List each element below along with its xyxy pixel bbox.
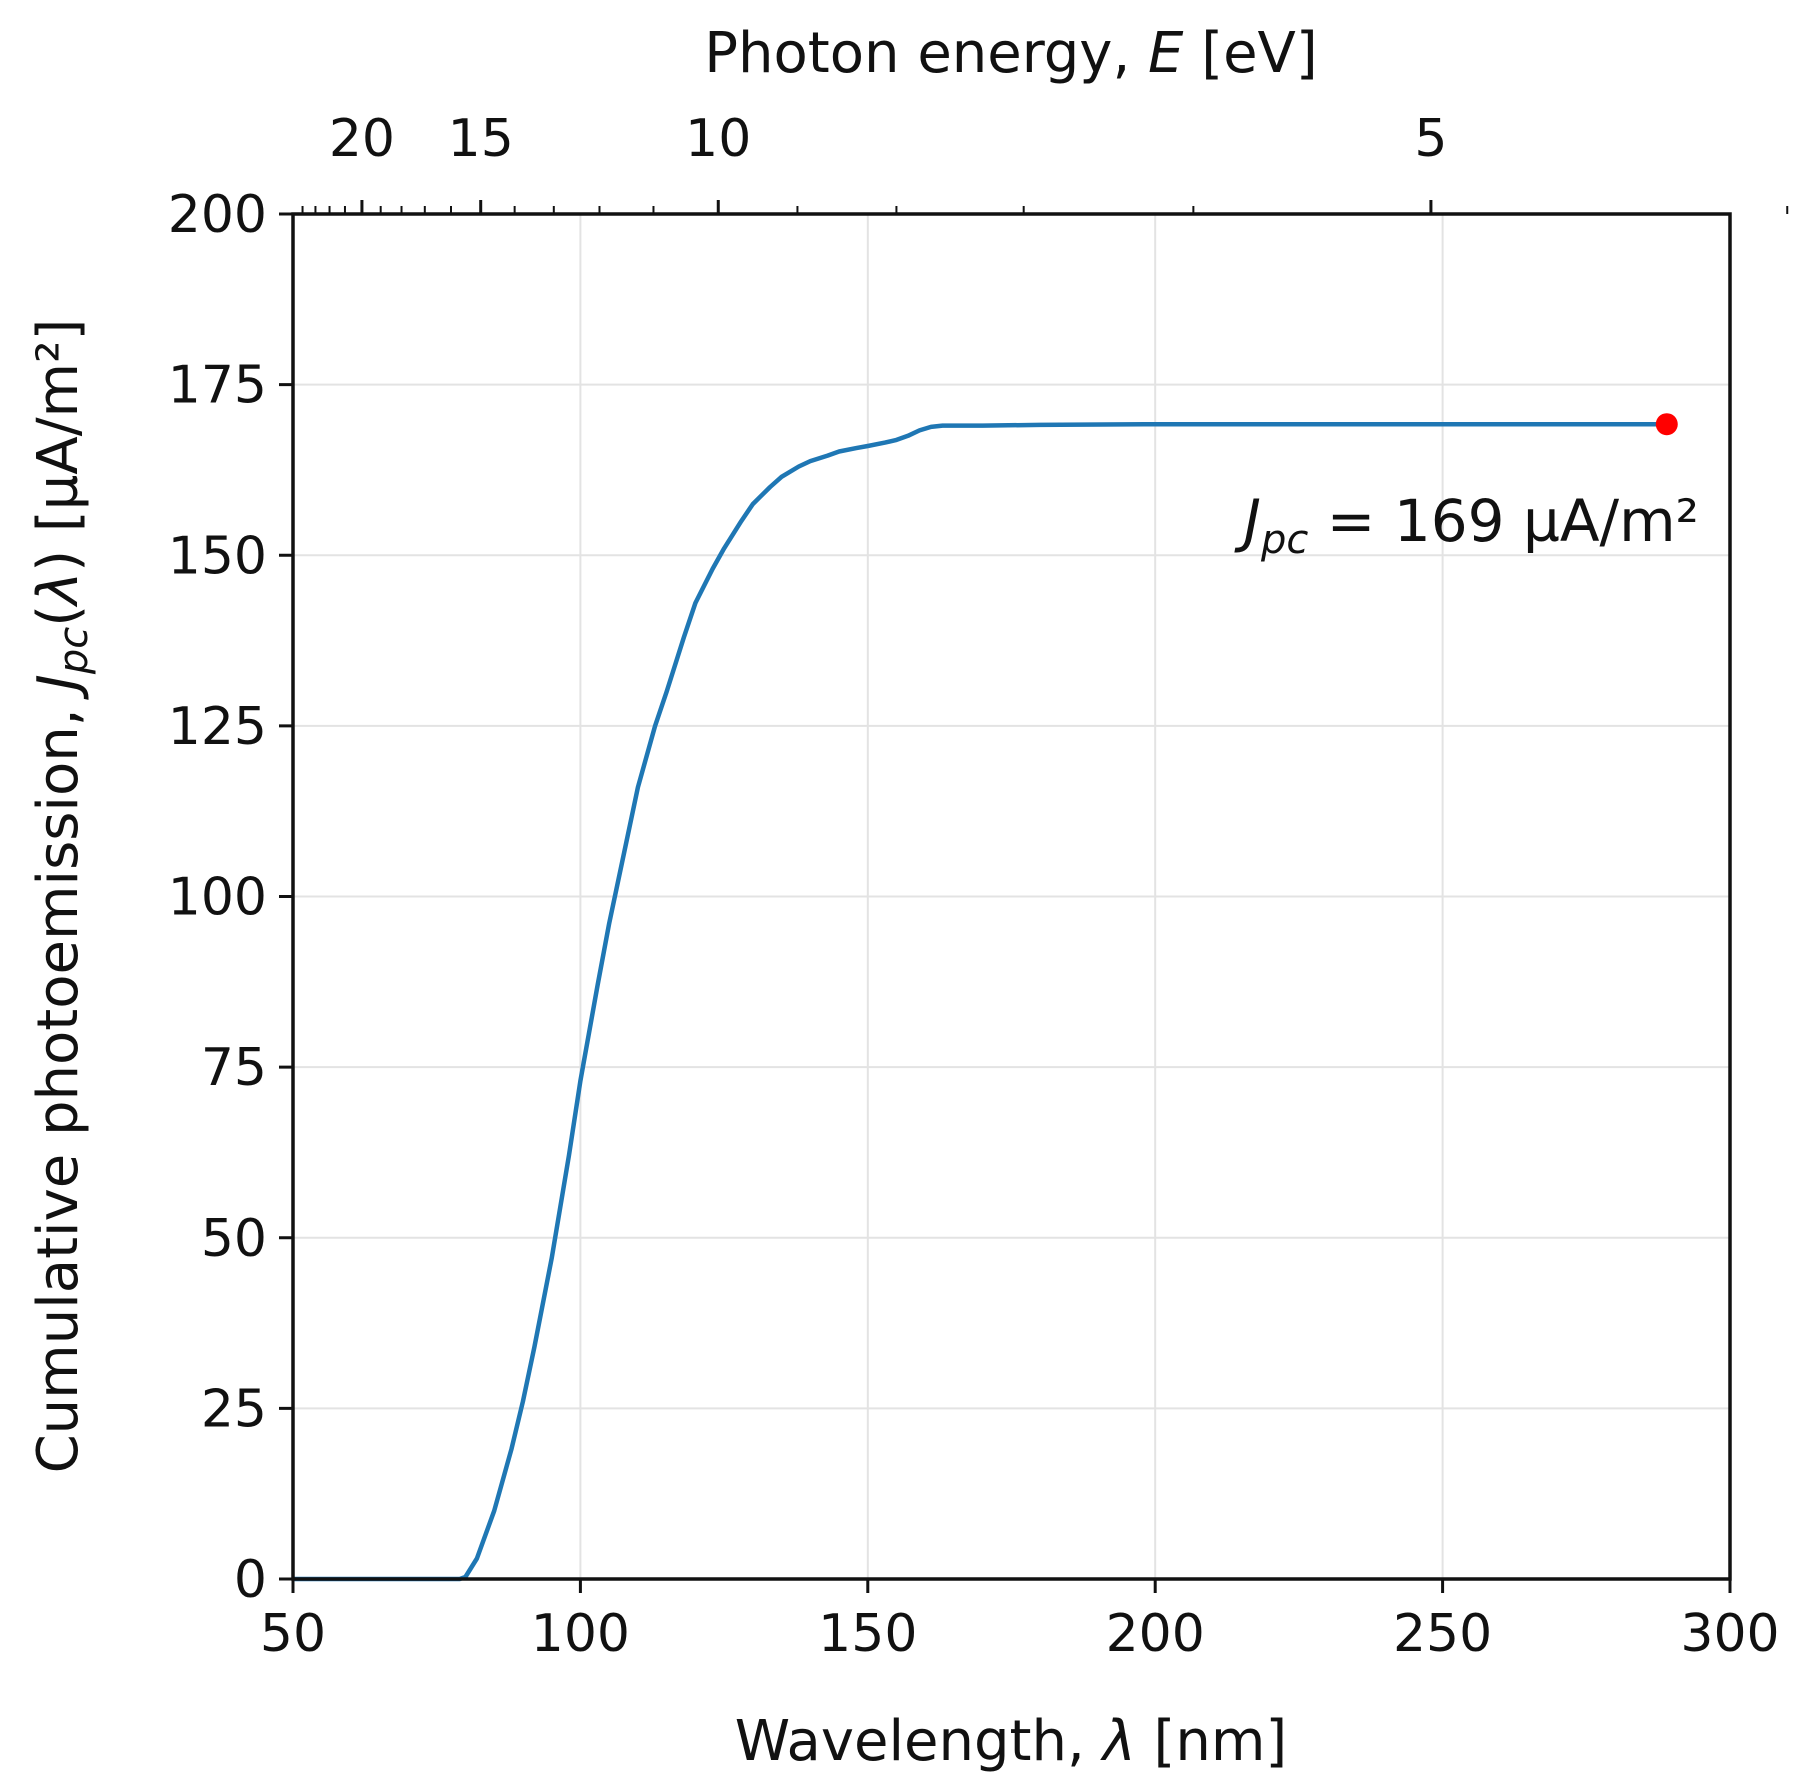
top-tick-label: 15 — [448, 109, 514, 169]
x-tick-label: 200 — [1106, 1604, 1205, 1664]
x-tick-label: 100 — [531, 1604, 630, 1664]
y-tick-label: 75 — [201, 1038, 267, 1098]
y-tick-label: 25 — [201, 1379, 267, 1439]
y-tick-label: 0 — [234, 1550, 267, 1610]
series-end-marker — [1655, 413, 1678, 436]
y-axis-title: Cumulative photoemission, Jpc(λ) [µA/m²] — [26, 319, 97, 1474]
ticks: 50 100 150 200 250 300 0 25 50 75 100 125 150 175 200 2… — [168, 109, 1789, 1664]
top-tick-label: 20 — [329, 109, 395, 169]
grid-lines — [292, 213, 1731, 1580]
top-tick-label: 5 — [1414, 109, 1447, 169]
top-tick-label: 10 — [685, 109, 751, 169]
x-tick-label: 50 — [260, 1604, 326, 1664]
y-tick-label: 200 — [168, 185, 267, 245]
y-tick-label: 150 — [168, 526, 267, 586]
top-axis-title: Photon energy, E [eV] — [704, 21, 1317, 86]
y-tick-label: 125 — [168, 697, 267, 757]
x-tick-label: 250 — [1393, 1604, 1492, 1664]
series-line — [293, 421, 1667, 1582]
y-tick-label: 100 — [168, 868, 267, 928]
x-tick-label: 300 — [1680, 1604, 1779, 1664]
series-layer — [293, 413, 1678, 1582]
y-tick-label: 50 — [201, 1209, 267, 1269]
jpc-annotation: Jpc = 169 µA/m² — [1234, 487, 1699, 563]
y-tick-label: 175 — [168, 356, 267, 416]
x-tick-label: 150 — [818, 1604, 917, 1664]
x-axis-title: Wavelength, λ [nm] — [735, 1709, 1288, 1774]
